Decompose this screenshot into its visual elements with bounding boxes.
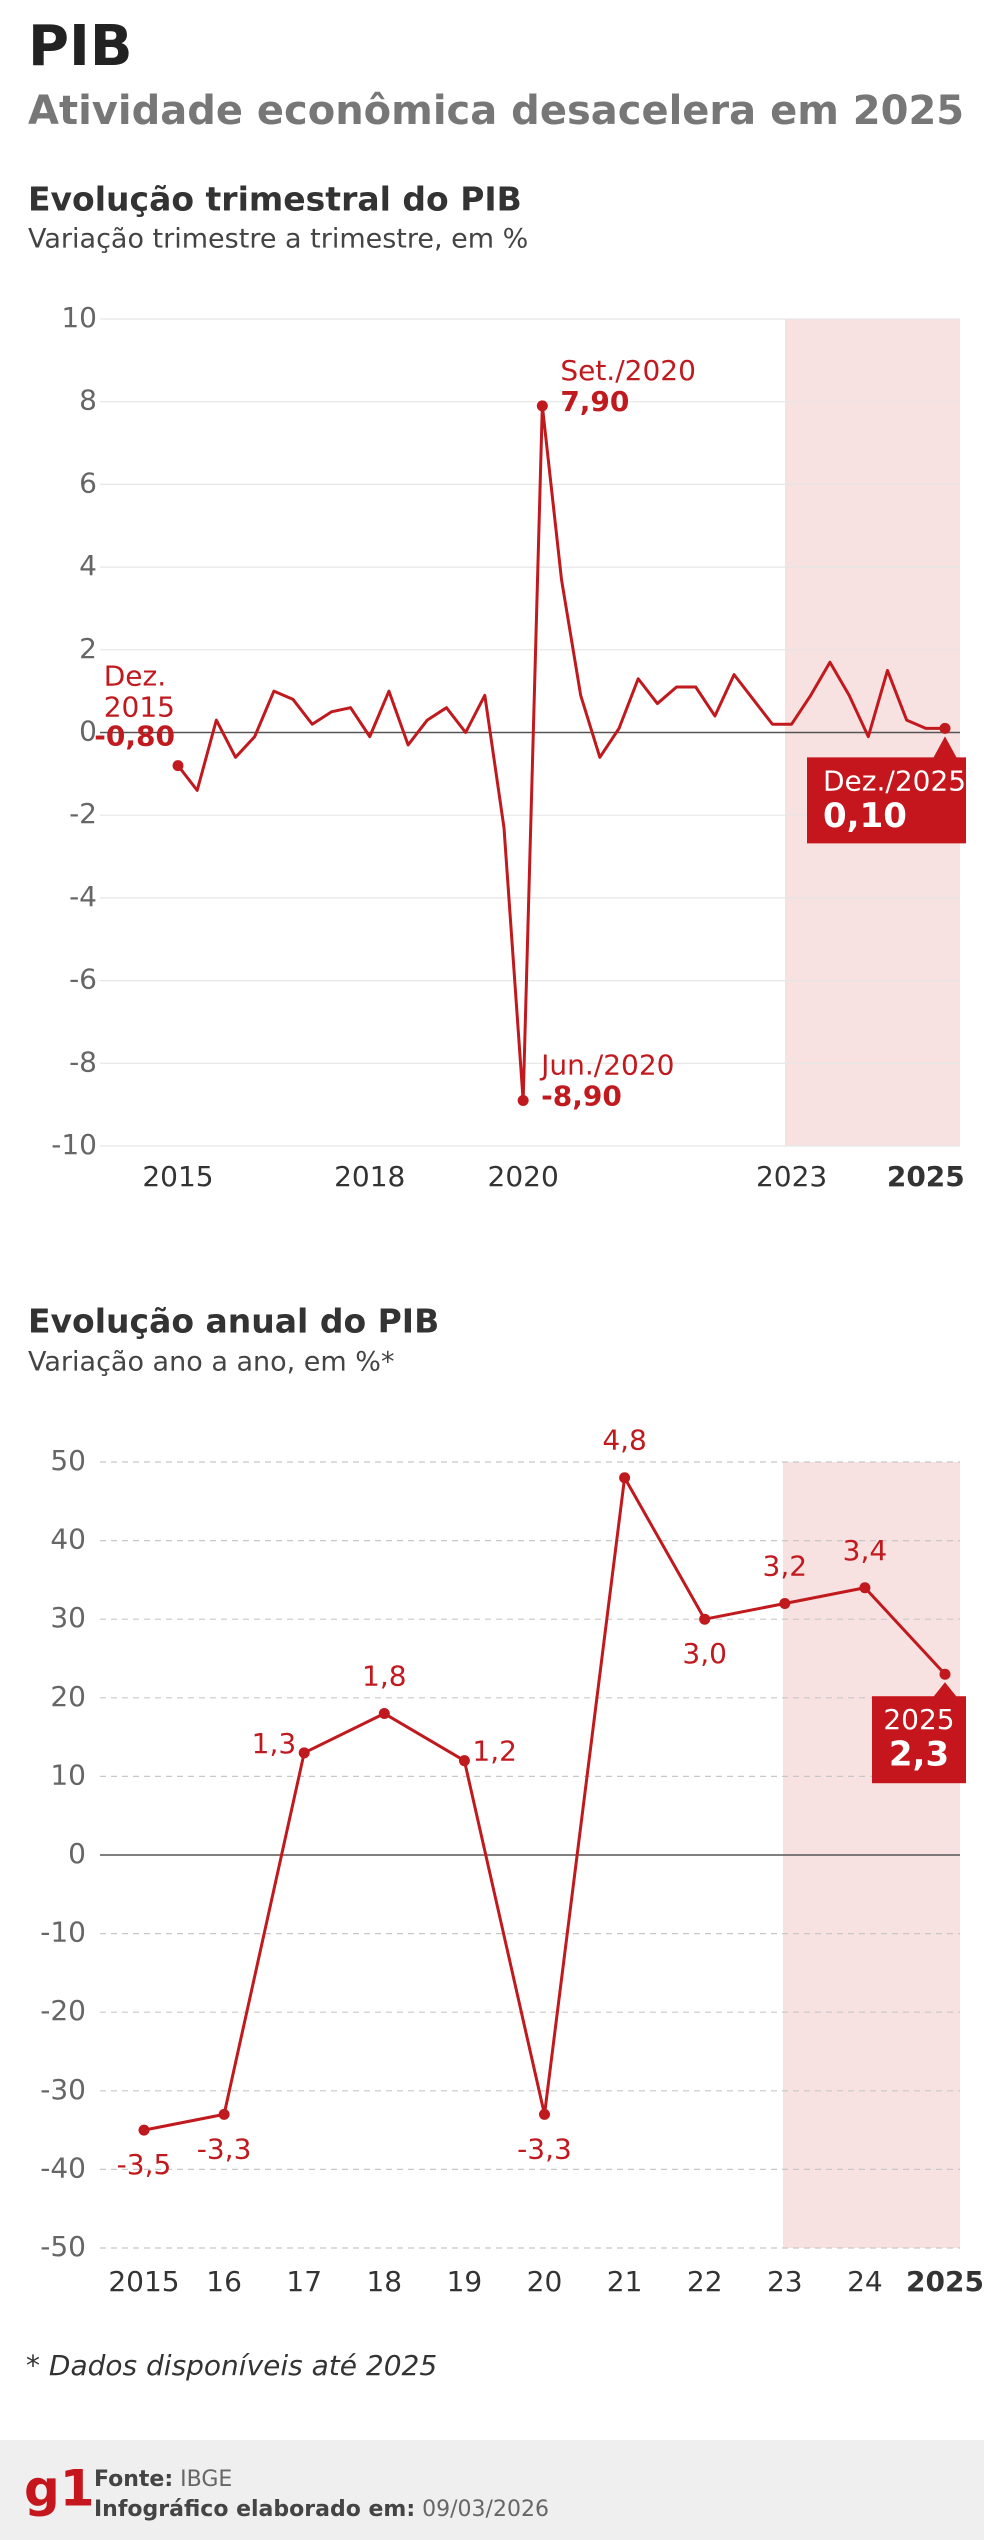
footer-band [0, 2440, 984, 2540]
y-tick-label: 0 [79, 715, 97, 748]
subtitle: Atividade econômica desacelera em 2025 [28, 88, 964, 134]
callout-box [807, 757, 966, 844]
y-tick-label: -8 [69, 1045, 97, 1078]
y-tick-label: -50 [40, 2230, 86, 2263]
date-label: Infográfico elaborado em: [94, 2497, 415, 2522]
point [459, 1755, 470, 1766]
point-label: Dez. 2015 [104, 660, 175, 724]
source: Fonte: IBGE [94, 2467, 232, 2492]
point [139, 2125, 149, 2136]
callout-value: 2,3 [889, 1735, 949, 1775]
y-tick-label: 2 [79, 632, 97, 665]
x-tick-label: 2025 [887, 1160, 965, 1193]
source-label: Fonte: [94, 2467, 173, 2492]
callout-label: 2025 [883, 1703, 954, 1736]
y-tick-label: -4 [69, 880, 97, 913]
y-tick-label: 6 [79, 466, 97, 499]
callout-label: Dez./2025 [823, 764, 966, 797]
point [699, 1614, 710, 1625]
footnote: * Dados disponíveis até 2025 [26, 2349, 437, 2382]
point [939, 1668, 951, 1680]
point [779, 1598, 790, 1609]
y-tick-label: 10 [61, 301, 97, 334]
y-tick-label: 30 [50, 1601, 86, 1634]
callout-value: 0,10 [823, 796, 907, 836]
y-tick-label: 20 [50, 1680, 86, 1713]
x-tick-label: 17 [286, 2265, 322, 2298]
y-tick-label: -6 [69, 963, 97, 996]
y-tick-label: 0 [68, 1837, 86, 1870]
source-value: IBGE [180, 2467, 232, 2492]
x-tick-label: 16 [206, 2265, 242, 2298]
point [859, 1582, 870, 1593]
value-label: -0,80 [94, 720, 175, 753]
value-label: 1,2 [472, 1735, 517, 1768]
point-label: Set./2020 [560, 354, 696, 387]
y-tick-label: 8 [79, 384, 97, 417]
x-tick-label: 24 [847, 2265, 883, 2298]
y-tick-label: -20 [40, 1994, 86, 2027]
point [939, 722, 951, 734]
value-label: 3,2 [763, 1549, 808, 1582]
x-tick-label: 23 [767, 2265, 803, 2298]
x-tick-label: 2020 [488, 1160, 559, 1193]
point [619, 1472, 630, 1483]
line [176, 404, 945, 1103]
x-tick-label: 21 [607, 2265, 643, 2298]
value-label: 4,8 [602, 1424, 647, 1457]
chart-title: Evolução trimestral do PIB [28, 180, 522, 219]
point-label: Jun./2020 [539, 1049, 674, 1082]
point [299, 1747, 310, 1758]
y-tick-label: 40 [50, 1523, 86, 1556]
x-tick-label: 20 [527, 2265, 563, 2298]
y-tick-label: 50 [50, 1444, 86, 1477]
x-tick-label: 18 [366, 2265, 402, 2298]
value-label: -3,3 [517, 2132, 572, 2165]
x-tick-label: 22 [687, 2265, 723, 2298]
x-tick-label: 2025 [906, 2265, 984, 2298]
y-tick-label: -40 [40, 2151, 86, 2184]
logo: g1 [24, 2460, 95, 2518]
y-tick-label: 10 [50, 1758, 86, 1791]
y-tick-label: -10 [51, 1128, 97, 1161]
value-label: 1,3 [252, 1727, 297, 1760]
value-label: 3,4 [843, 1534, 888, 1567]
callout-box [872, 1696, 966, 1784]
chart-subtitle: Variação ano a ano, em %* [28, 1347, 394, 1378]
x-tick-label: 2018 [334, 1160, 405, 1193]
point [219, 2109, 230, 2120]
x-tick-label: 19 [447, 2265, 483, 2298]
title: PIB [28, 14, 133, 79]
y-tick-label: -2 [69, 797, 97, 830]
point [539, 2109, 550, 2120]
value-label: 7,90 [560, 385, 629, 418]
point [536, 400, 548, 412]
chart-subtitle: Variação trimestre a trimestre, em % [28, 224, 528, 255]
value-label: 3,0 [682, 1637, 727, 1670]
point [172, 760, 184, 772]
value-label: 1,8 [362, 1660, 407, 1693]
x-tick-label: 2023 [756, 1160, 827, 1193]
chart-title: Evolução anual do PIB [28, 1302, 439, 1341]
point [379, 1708, 390, 1719]
value-label: -3,3 [197, 2132, 252, 2165]
y-tick-label: -10 [40, 1916, 86, 1949]
y-tick-label: 4 [79, 549, 97, 582]
value-label: -8,90 [541, 1080, 622, 1113]
x-tick-label: 2015 [142, 1160, 213, 1193]
x-tick-label: 2015 [108, 2265, 179, 2298]
callout-pointer [933, 736, 957, 759]
callout-pointer [933, 1682, 957, 1698]
date-value: 09/03/2026 [422, 2497, 549, 2522]
point [517, 1095, 529, 1107]
value-label: -3,5 [117, 2148, 172, 2181]
y-tick-label: -30 [40, 2073, 86, 2106]
date: Infográfico elaborado em: 09/03/2026 [94, 2497, 549, 2522]
